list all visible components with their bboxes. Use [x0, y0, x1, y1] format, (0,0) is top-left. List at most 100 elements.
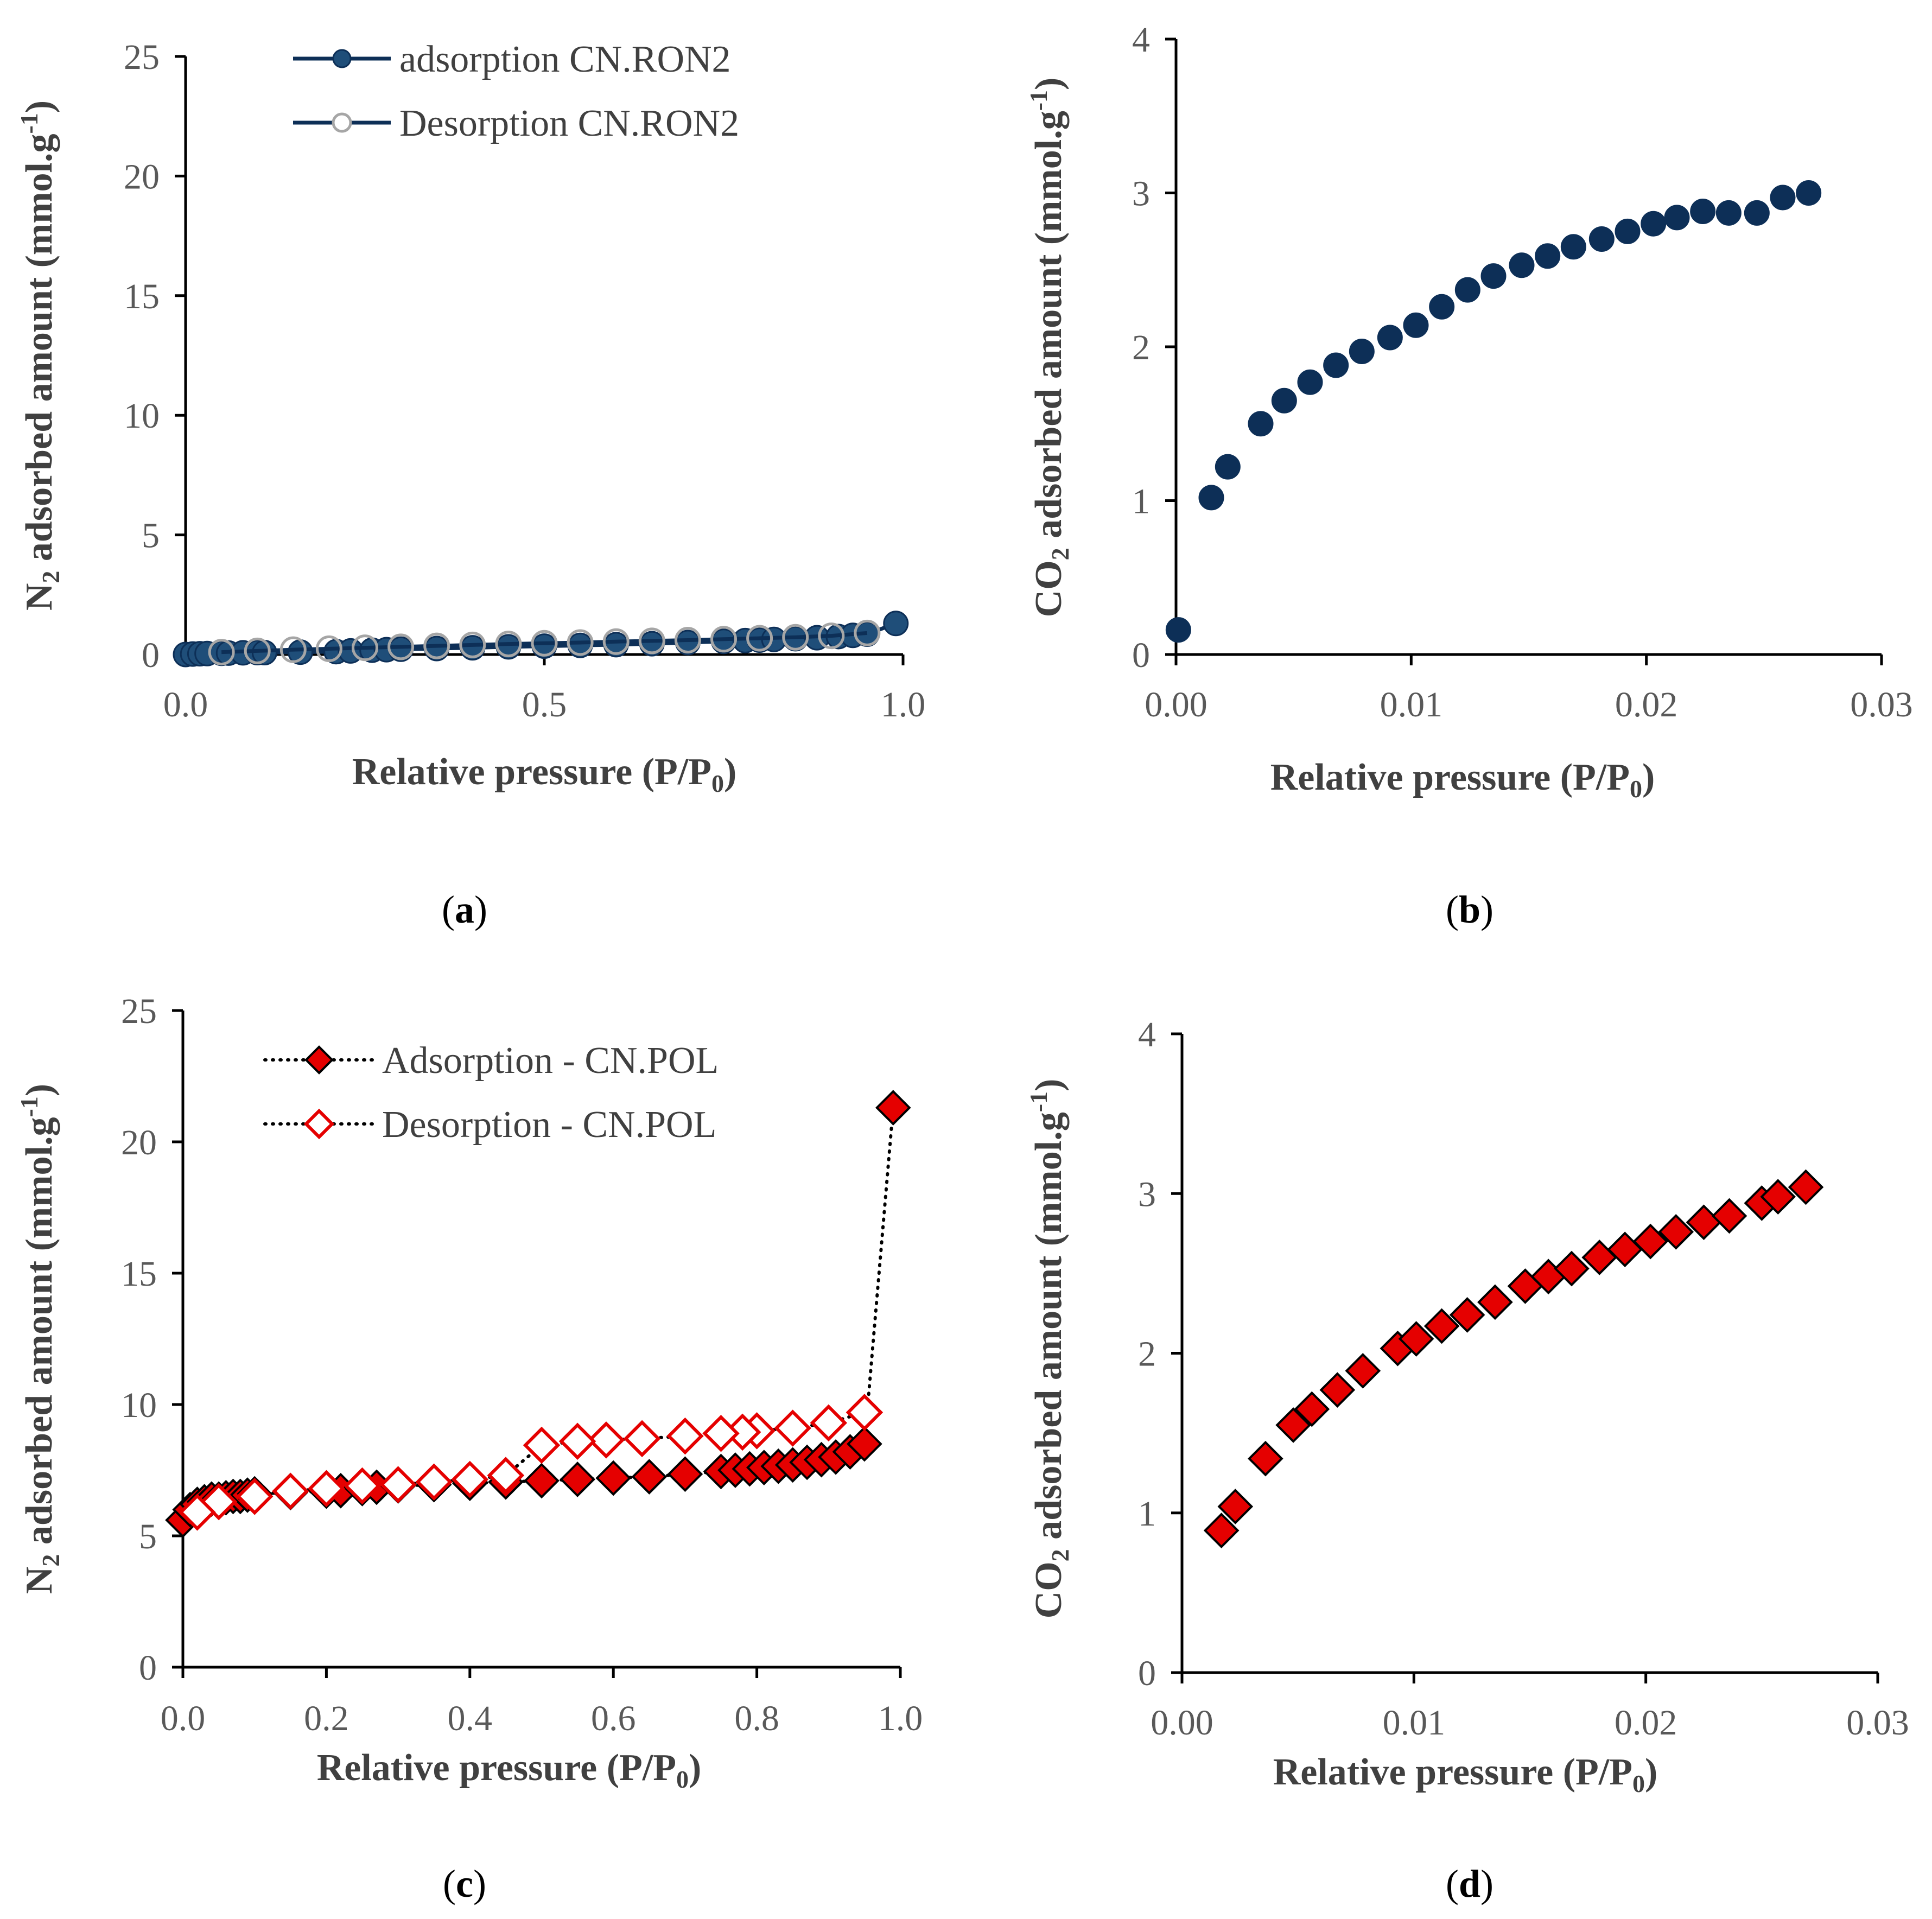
- legend-label: Desorption - CN.POL: [382, 1104, 716, 1146]
- y-tick-label: 3: [1138, 1174, 1156, 1214]
- legend-marker: [304, 1045, 334, 1075]
- data-point: [1554, 1250, 1590, 1287]
- x-tick-label: 1.0: [881, 685, 926, 725]
- y-tick-label: 2: [1132, 328, 1150, 367]
- data-point-open: [244, 637, 271, 664]
- data-point-open: [279, 636, 307, 663]
- data-point-open: [487, 1457, 525, 1494]
- legend-label: Adsorption - CN.POL: [382, 1040, 719, 1082]
- data-point: [1377, 325, 1403, 351]
- data-point: [1403, 312, 1429, 338]
- data-point: [1294, 1391, 1330, 1427]
- data-point-open: [315, 635, 342, 662]
- data-point: [1248, 1440, 1283, 1477]
- data-point: [1349, 339, 1375, 365]
- data-point-open: [272, 1472, 309, 1510]
- data-point-open: [674, 627, 701, 654]
- y-axis-title: N2 adsorbed amount (mmol.g-1): [15, 1084, 65, 1594]
- legend-label: Desorption CN.RON2: [399, 103, 739, 144]
- data-point-open: [746, 625, 773, 652]
- data-point: [1454, 277, 1480, 303]
- panel-label: (c): [443, 1862, 486, 1905]
- data-point: [1297, 369, 1323, 395]
- data-point-open: [623, 1420, 661, 1458]
- data-point-open: [702, 1414, 740, 1452]
- data-point: [1658, 1214, 1694, 1250]
- data-point: [1560, 234, 1586, 260]
- x-tick-label: 0.0: [161, 1699, 206, 1738]
- data-point: [1215, 454, 1241, 480]
- data-point-open: [818, 622, 845, 650]
- data-point: [1686, 1204, 1722, 1241]
- x-tick-label: 0.5: [522, 685, 567, 725]
- data-point-open: [710, 626, 737, 653]
- data-point-open: [846, 1394, 884, 1431]
- data-point-open: [587, 1421, 625, 1459]
- data-point: [1632, 1223, 1669, 1260]
- data-point: [1760, 1179, 1796, 1215]
- data-point-open: [782, 624, 809, 651]
- data-point: [595, 1460, 632, 1496]
- x-tick-label: 0.6: [591, 1699, 636, 1738]
- data-point: [524, 1463, 560, 1499]
- x-tick-label: 0.02: [1615, 1703, 1677, 1743]
- data-point: [711, 628, 736, 655]
- x-tick-label: 0.01: [1380, 685, 1443, 725]
- data-point: [883, 611, 909, 637]
- data-point: [1449, 1297, 1485, 1333]
- data-point-open: [774, 1409, 811, 1447]
- legend-label: adsorption CN.RON2: [399, 39, 731, 80]
- y-tick-label: 5: [142, 516, 160, 556]
- data-point: [1535, 243, 1561, 269]
- data-point-open: [451, 1460, 489, 1498]
- y-tick-label: 20: [121, 1123, 157, 1162]
- data-point-open: [854, 619, 881, 646]
- y-axis-title: N2 adsorbed amount (mmol.g-1): [15, 100, 65, 611]
- panel-a-chart: 0 5 10 15 20 25 0.0 0.5 1.0 Relative pressure (P/…: [15, 37, 925, 931]
- y-tick-label: 10: [124, 396, 160, 436]
- y-tick-label: 3: [1132, 174, 1150, 214]
- data-point: [1477, 1284, 1513, 1320]
- data-point: [1217, 1489, 1254, 1524]
- data-point: [1423, 1308, 1460, 1344]
- x-tick-label: 0.0: [163, 685, 208, 725]
- panel-d-chart: 0 1 2 3 4 0.00 0.01 0.02 0.03 Relative pressure (…: [1025, 1015, 1909, 1905]
- data-point: [1711, 1198, 1747, 1234]
- y-tick-label: 0: [142, 636, 160, 675]
- data-point: [1715, 200, 1742, 226]
- data-point-open: [344, 1467, 381, 1505]
- data-point: [1248, 411, 1274, 437]
- data-point-open: [638, 627, 665, 655]
- data-point: [1429, 294, 1455, 320]
- x-tick-label: 0.2: [304, 1699, 349, 1738]
- data-point: [1275, 1407, 1311, 1443]
- data-point: [847, 1426, 882, 1462]
- data-point: [1641, 211, 1667, 237]
- series-line: [221, 631, 868, 655]
- data-point: [1615, 218, 1641, 244]
- x-tick-label: 0.03: [1850, 685, 1913, 725]
- data-point: [1480, 263, 1507, 289]
- y-tick-label: 0: [1132, 636, 1150, 675]
- y-tick-label: 1: [1132, 482, 1150, 522]
- x-tick-label: 0.00: [1151, 1703, 1213, 1743]
- data-point: [1796, 180, 1822, 206]
- legend-marker: [332, 49, 352, 68]
- data-point: [1165, 617, 1191, 643]
- data-point-open: [459, 631, 486, 658]
- x-tick-label: 1.0: [878, 1699, 923, 1738]
- x-axis-title: Relative pressure (P/P0): [317, 1747, 702, 1793]
- data-point: [1509, 252, 1535, 278]
- data-point: [1690, 199, 1716, 225]
- legend-marker: [332, 112, 352, 133]
- data-point: [631, 1459, 668, 1495]
- data-point: [875, 1090, 911, 1126]
- data-point-open: [208, 639, 235, 666]
- panel-label: (a): [442, 888, 487, 931]
- panel-c-chart: 0 5 10 15 20 25 0.0 0.2 0.4 0.6 0.8 1.0 Relative pre…: [15, 992, 923, 1905]
- data-point: [1664, 205, 1690, 231]
- x-axis-title: Relative pressure (P/P0): [1270, 757, 1655, 803]
- data-point: [1744, 200, 1770, 226]
- data-point: [1588, 226, 1615, 252]
